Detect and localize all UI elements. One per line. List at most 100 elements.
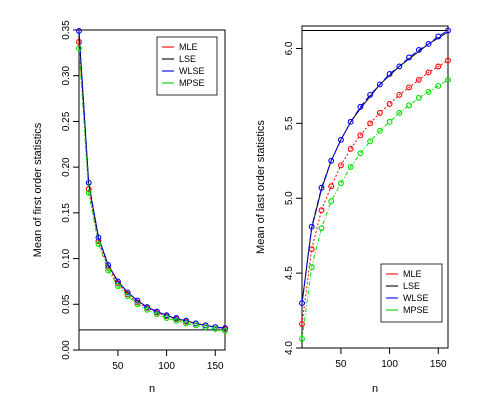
legend-label-mpse: MPSE (179, 78, 205, 88)
data-point-wlse (134, 297, 141, 304)
legend-label-wlse: WLSE (403, 293, 429, 303)
legend-label-mpse: MPSE (403, 305, 429, 315)
data-point-mpse (144, 306, 151, 313)
data-point-mpse (134, 301, 141, 308)
data-point-mpse (396, 109, 403, 116)
y-tick-label: 4.5 (284, 266, 295, 280)
data-point-wlse (85, 179, 92, 186)
data-point-mpse (163, 315, 170, 321)
data-point-wlse (153, 308, 160, 315)
y-tick-label: 0.35 (61, 20, 72, 40)
data-point-mpse (328, 198, 335, 205)
y-tick-label: 5.0 (284, 191, 295, 205)
data-point-mle (347, 145, 354, 152)
data-point-wlse (308, 223, 315, 230)
data-point-mpse (76, 45, 82, 52)
legend-label-mle: MLE (179, 42, 198, 52)
x-axis-label: n (372, 383, 378, 395)
data-point-mle (376, 109, 383, 116)
legend-label-mle: MLE (403, 269, 422, 279)
data-point-mle (367, 120, 374, 127)
data-point-mpse (337, 180, 344, 187)
data-point-wlse (328, 157, 335, 164)
data-point-mpse (222, 327, 228, 334)
data-point-mpse (114, 283, 121, 289)
data-point-mpse (386, 118, 393, 125)
data-point-mle (357, 132, 364, 139)
data-point-mpse (95, 240, 102, 247)
data-point-mpse (406, 102, 413, 109)
data-point-mpse (415, 94, 422, 101)
data-point-wlse (95, 234, 102, 241)
legend-label-lse: LSE (179, 54, 196, 64)
data-point-wlse (367, 91, 374, 98)
data-point-wlse (163, 312, 170, 319)
x-tick-label: 150 (207, 361, 224, 372)
legend-label-lse: LSE (403, 281, 420, 291)
data-point-mpse (445, 76, 451, 83)
x-tick-label: 50 (335, 359, 347, 370)
data-point-wlse (212, 324, 219, 331)
y-tick-label: 6.0 (284, 41, 295, 55)
data-point-mle (445, 57, 451, 64)
data-point-wlse (435, 33, 442, 40)
data-point-mpse (85, 189, 92, 196)
series-line-mpse (301, 79, 449, 340)
data-point-wlse (76, 27, 82, 34)
data-point-mle (328, 183, 335, 190)
data-point-wlse (183, 317, 190, 324)
data-point-mpse (124, 293, 131, 300)
data-point-wlse (415, 47, 422, 53)
data-point-mpse (376, 127, 383, 134)
plot-frame (301, 25, 449, 349)
data-point-wlse (337, 136, 344, 143)
y-tick-label: 5.5 (284, 116, 295, 130)
y-tick-label: 0.30 (61, 66, 72, 86)
data-point-mpse (173, 317, 180, 324)
y-tick-label: 0.20 (61, 157, 72, 177)
data-point-mle (435, 63, 442, 70)
data-point-wlse (124, 289, 131, 296)
x-tick-label: 100 (381, 359, 398, 370)
data-point-mle (406, 84, 413, 91)
data-point-mpse (212, 326, 219, 332)
data-point-mpse (183, 320, 190, 327)
y-tick-label: 0.05 (61, 294, 72, 314)
y-tick-label: 4.0 (284, 341, 295, 355)
data-point-wlse (406, 54, 413, 61)
data-point-mle (415, 76, 422, 83)
data-point-wlse (299, 300, 305, 307)
y-tick-label: 0.00 (61, 340, 72, 360)
series-line-wlse (78, 30, 226, 329)
data-point-wlse (396, 63, 403, 70)
y-tick-label: 0.15 (61, 203, 72, 223)
legend-label-wlse: WLSE (179, 66, 205, 76)
data-point-mpse (192, 322, 199, 329)
data-point-wlse (202, 322, 209, 329)
data-point-wlse (425, 41, 432, 47)
series-line-mle (301, 59, 449, 325)
data-point-mpse (367, 138, 374, 145)
y-tick-label: 0.10 (61, 248, 72, 268)
data-point-wlse (376, 81, 383, 88)
data-point-wlse (318, 184, 325, 191)
data-point-mle (318, 207, 325, 214)
data-point-wlse (386, 70, 393, 77)
y-axis-label: Mean of first order statistics (32, 122, 44, 257)
data-point-mpse (308, 264, 315, 271)
data-point-mpse (435, 82, 442, 89)
data-point-mpse (347, 163, 354, 170)
data-point-mle (386, 100, 393, 107)
data-point-mpse (318, 225, 325, 232)
y-axis-label: Mean of last order statistics (255, 120, 267, 254)
data-point-mle (396, 91, 403, 98)
data-point-mpse (202, 324, 209, 331)
data-point-wlse (192, 320, 199, 327)
x-axis-label: n (149, 383, 155, 395)
x-tick-label: 100 (158, 361, 175, 372)
x-tick-label: 150 (430, 359, 447, 370)
data-point-mpse (299, 336, 305, 342)
data-point-wlse (347, 118, 354, 125)
data-point-mle (425, 69, 432, 76)
